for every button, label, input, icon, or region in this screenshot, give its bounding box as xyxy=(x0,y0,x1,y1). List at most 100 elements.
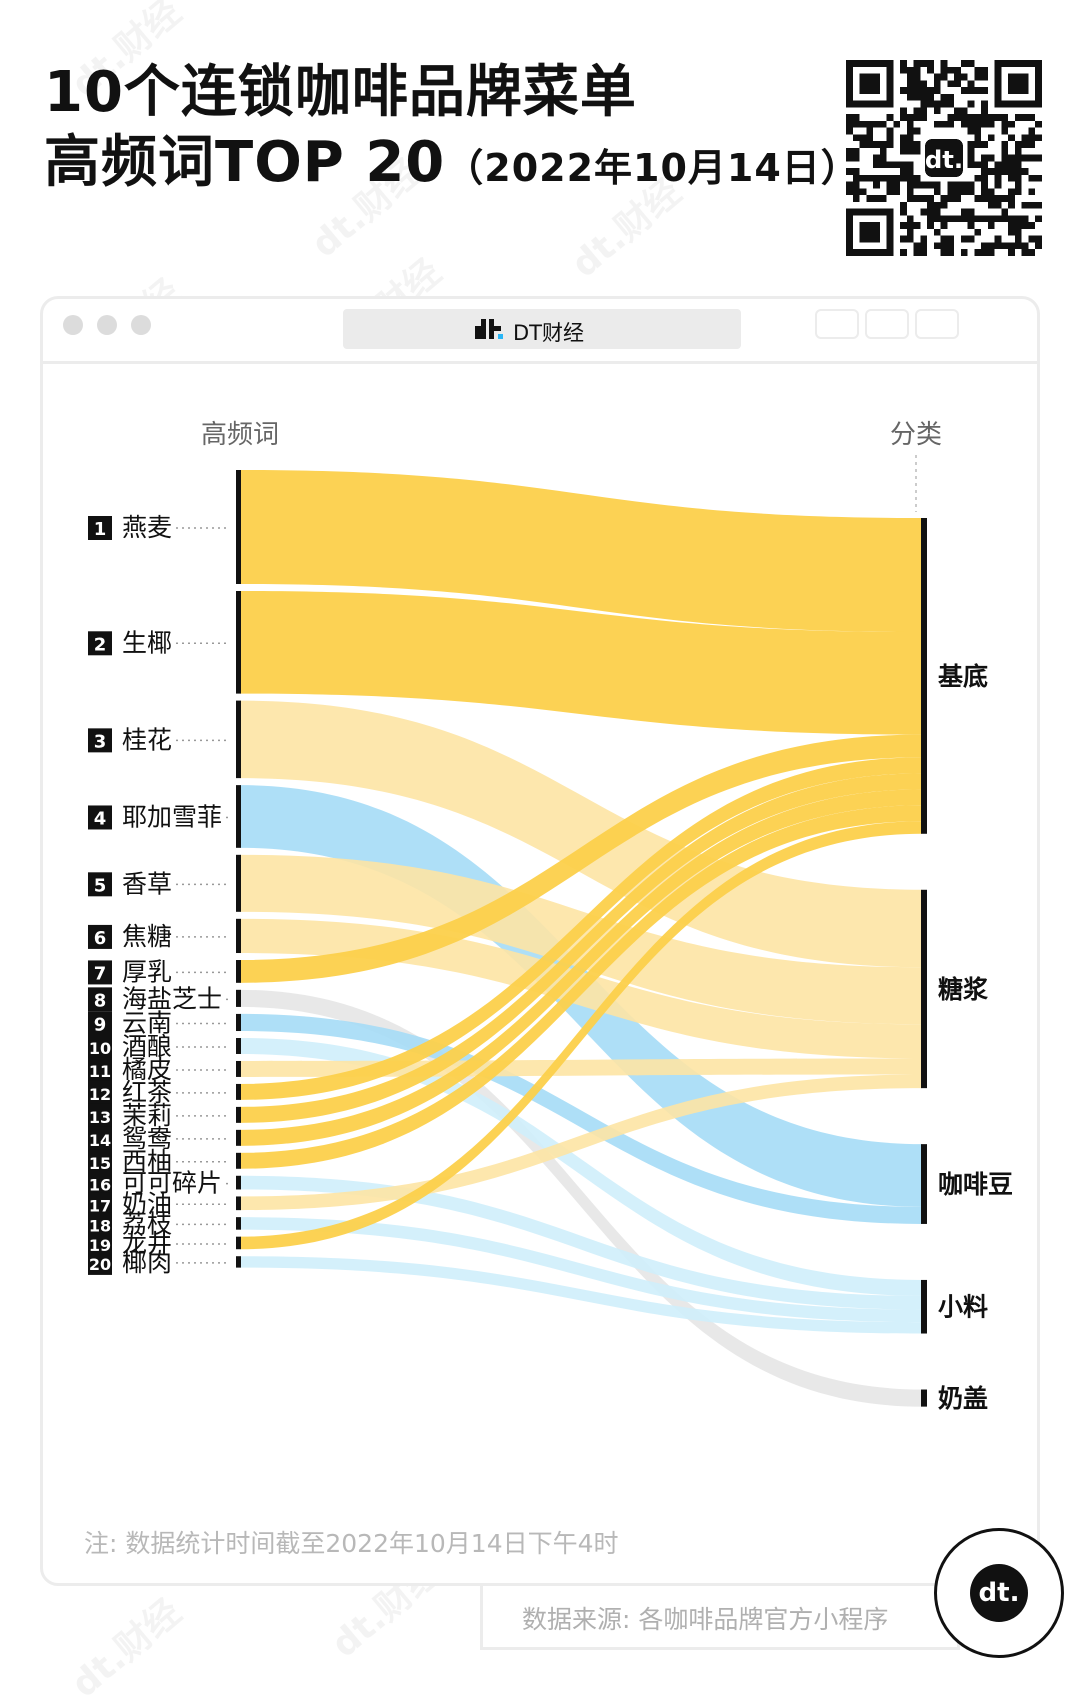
page-title: 10个连锁咖啡品牌菜单 高频词TOP 20（2022年10月14日） xyxy=(44,58,860,203)
rank-badge xyxy=(88,1103,112,1128)
right-node-bar xyxy=(921,1279,927,1334)
rank-number: 2 xyxy=(94,634,107,655)
sankey-link xyxy=(240,1256,922,1334)
sankey-link xyxy=(240,821,922,1250)
rank-number: 15 xyxy=(89,1154,111,1173)
right-node-label: 基底 xyxy=(938,662,988,691)
title-date: （2022年10月14日） xyxy=(445,146,860,190)
rank-number: 18 xyxy=(89,1216,111,1235)
footnote: 注: 数据统计时间截至2022年10月14日下午4时 xyxy=(84,1529,619,1558)
left-node-label: 可可碎片 xyxy=(122,1169,222,1198)
sankey-link xyxy=(240,1038,922,1296)
right-node-bar xyxy=(921,889,927,1089)
sankey-link xyxy=(240,757,922,1100)
left-node-label: 奶油 xyxy=(122,1189,172,1218)
rank-number: 3 xyxy=(94,731,107,752)
rank-badge xyxy=(88,631,112,656)
rank-number: 9 xyxy=(94,1014,107,1035)
left-node-label: 厚乳 xyxy=(122,957,172,986)
sankey-link xyxy=(240,1217,922,1323)
rank-number: 11 xyxy=(89,1062,111,1081)
left-node-bar xyxy=(236,1217,241,1230)
left-node-label: 橘皮 xyxy=(122,1055,172,1084)
left-node-label: 香草 xyxy=(122,869,172,898)
sankey-link xyxy=(240,700,922,968)
left-node-bar xyxy=(236,1083,241,1100)
left-node-label: 西柚 xyxy=(122,1147,172,1176)
left-node-bar xyxy=(236,1152,241,1169)
right-node-bar xyxy=(921,1389,927,1407)
rank-number: 12 xyxy=(89,1085,111,1104)
left-node-bar xyxy=(236,1129,241,1146)
window-titlebar: DT财经 xyxy=(43,299,1037,364)
right-node-label: 糖浆 xyxy=(938,975,988,1004)
left-node-bar xyxy=(236,1038,241,1054)
sankey-link xyxy=(240,789,922,1146)
left-node-label: 耶加雪菲 xyxy=(122,802,222,831)
rank-badge xyxy=(88,987,112,1012)
left-node-label: 桂花 xyxy=(122,725,172,754)
rank-number: 8 xyxy=(94,990,107,1011)
rank-badge xyxy=(88,1057,112,1082)
rank-number: 4 xyxy=(94,808,107,829)
title-line2: 高频词TOP 20 xyxy=(44,130,446,195)
sankey-link xyxy=(240,773,922,1123)
rank-number: 10 xyxy=(89,1039,111,1058)
minimize-icon[interactable] xyxy=(97,315,117,335)
rank-badge xyxy=(88,1192,112,1217)
left-node-bar xyxy=(236,1060,241,1077)
title-line1: 10个连锁咖啡品牌菜单 xyxy=(44,60,637,125)
rank-number: 16 xyxy=(89,1176,111,1195)
left-node-label: 生椰 xyxy=(122,628,172,657)
dt-logo-icon xyxy=(475,319,503,339)
record-icon[interactable] xyxy=(815,309,859,339)
rank-badge xyxy=(88,1035,112,1059)
maximize-icon[interactable] xyxy=(131,315,151,335)
rank-number: 14 xyxy=(89,1131,111,1150)
right-node-label: 小料 xyxy=(938,1293,988,1322)
sankey-link xyxy=(240,1175,922,1310)
right-header: 分类 xyxy=(890,420,942,450)
left-node-bar xyxy=(236,1175,241,1190)
rank-badge xyxy=(88,1080,112,1105)
qr-code-icon: dt. xyxy=(846,60,1042,256)
rank-badge xyxy=(88,805,112,830)
dt-badge-icon: dt. xyxy=(934,1528,1064,1658)
rank-number: 19 xyxy=(89,1236,111,1255)
left-node-bar xyxy=(236,1196,241,1211)
left-node-bar xyxy=(236,785,241,848)
address-bar[interactable]: DT财经 xyxy=(343,309,741,349)
left-node-label: 酒酿 xyxy=(122,1032,172,1061)
sankey-link xyxy=(240,1013,922,1224)
data-source: 数据来源: 各咖啡品牌官方小程序 xyxy=(522,1605,889,1634)
sankey-link xyxy=(240,989,922,1407)
rank-number: 6 xyxy=(94,928,107,949)
rank-badge xyxy=(88,728,112,753)
svg-text:dt.: dt. xyxy=(925,145,963,174)
sankey-link xyxy=(240,805,922,1169)
windows-icon[interactable] xyxy=(915,309,959,339)
left-node-label: 鸳鸯 xyxy=(122,1124,172,1153)
left-node-label: 燕麦 xyxy=(122,513,172,542)
rank-badge xyxy=(88,872,112,897)
home-icon[interactable] xyxy=(865,309,909,339)
left-node-label: 云南 xyxy=(122,1008,172,1037)
rank-badge xyxy=(88,960,112,985)
left-node-label: 荔枝 xyxy=(122,1209,172,1238)
badge-text: dt. xyxy=(978,1578,1020,1608)
right-node-bar xyxy=(921,518,927,834)
right-node-label: 奶盖 xyxy=(938,1384,988,1413)
left-node-bar xyxy=(236,918,241,954)
left-node-label: 焦糖 xyxy=(122,922,172,951)
left-node-label: 红茶 xyxy=(122,1078,172,1107)
sankey-link xyxy=(240,470,922,632)
close-icon[interactable] xyxy=(63,315,83,335)
rank-number: 20 xyxy=(89,1255,111,1274)
sankey-link xyxy=(240,591,922,735)
left-node-bar xyxy=(236,1236,241,1250)
rank-number: 7 xyxy=(94,963,107,984)
right-node-bar xyxy=(921,1144,927,1224)
left-node-bar xyxy=(236,591,241,694)
rank-number: 5 xyxy=(94,875,107,896)
left-node-bar xyxy=(236,700,241,779)
